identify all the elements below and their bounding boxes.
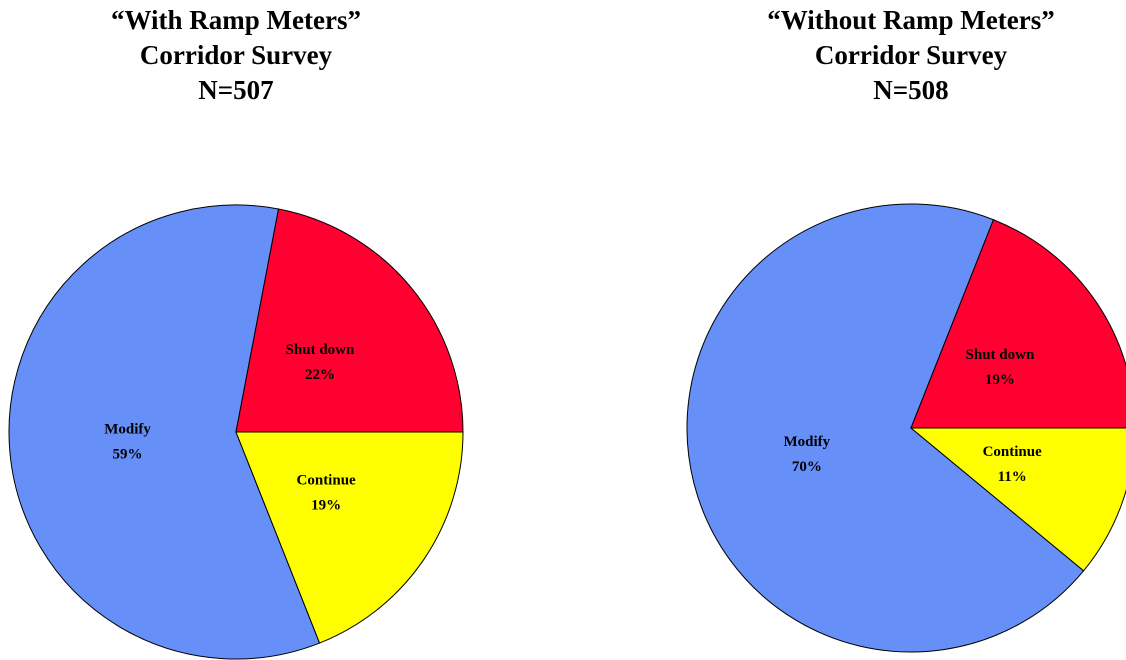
pie-slice — [686, 203, 1085, 653]
pie-slice — [235, 208, 464, 433]
slice-label: Modify — [784, 434, 831, 450]
pie-slice — [235, 431, 464, 644]
slice-value-label: 59% — [113, 447, 143, 463]
slice-label: Shut down — [966, 347, 1035, 363]
slice-value-label: 70% — [792, 459, 822, 475]
chart-title: N=508 — [873, 75, 948, 105]
pie-slice — [910, 219, 1126, 429]
slice-label: Continue — [297, 473, 357, 489]
slice-label: Modify — [104, 422, 151, 438]
chart-title: “Without Ramp Meters” — [767, 5, 1054, 35]
slice-value-label: 19% — [985, 372, 1015, 388]
slice-label: Continue — [983, 444, 1043, 460]
slice-value-label: 19% — [311, 498, 341, 514]
slice-label: Shut down — [286, 342, 355, 358]
pie-slice — [8, 204, 321, 660]
slice-value-label: 11% — [998, 469, 1027, 485]
chart-title: N=507 — [198, 75, 273, 105]
slice-value-label: 22% — [305, 367, 335, 383]
chart-title: Corridor Survey — [140, 40, 333, 70]
pie-slice — [909, 427, 1126, 572]
chart-title: Corridor Survey — [815, 40, 1008, 70]
chart-title: “With Ramp Meters” — [111, 5, 361, 35]
